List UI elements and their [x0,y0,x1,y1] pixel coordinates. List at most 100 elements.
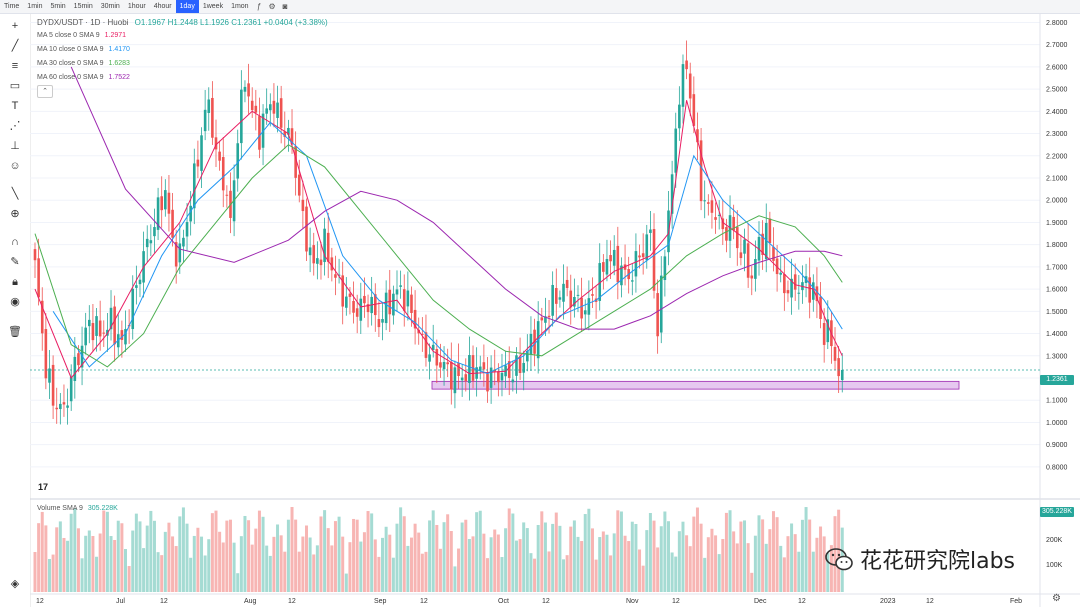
y-tick-label: 1.1000 [1046,398,1068,405]
candle-body [721,218,725,230]
tf-30min[interactable]: 30min [100,3,120,10]
candle-body [73,356,77,381]
y-tick-label: 1.6000 [1046,287,1068,294]
zoom-icon[interactable]: ⊕ [10,208,20,220]
text-icon[interactable]: T [11,100,19,112]
volume-bar [681,521,685,592]
ma10-line [52,121,843,375]
y-tick-label: 1.0000 [1046,420,1068,427]
horizontal-lines-icon[interactable]: ≡ [11,60,19,72]
screenshot-icon[interactable]: ◙ [282,2,288,11]
volume-bar [149,510,153,592]
y-tick-label: 2.7000 [1046,42,1068,49]
tf-time[interactable]: Time [4,3,20,10]
volume-bar [768,529,772,592]
volume-bar [84,535,88,592]
volume-bar [330,545,334,592]
volume-bar [641,565,645,592]
candle-body [334,274,337,278]
candle-body [124,328,127,345]
ma60-value: 1.7522 [108,74,130,81]
candle-body [692,94,696,126]
rectangle-icon[interactable]: ▭ [9,80,21,92]
volume-bar [529,553,533,592]
y-tick-label: 1.9000 [1046,220,1068,227]
volume-bar [496,534,500,592]
layers-icon[interactable]: ◈ [10,578,20,590]
candle-body [84,327,87,346]
volume-bar [323,510,327,592]
tf-1day[interactable]: 1day [175,0,199,13]
candle-body [359,298,363,321]
candle-body [500,372,504,381]
candle-body [696,129,699,143]
candle-body [301,199,305,212]
volume-bar [645,530,649,592]
volume-axis-label: 200K [1046,537,1063,544]
volume-bar [504,528,508,592]
tf-1min[interactable]: 1min [27,3,43,10]
magnet-icon[interactable]: ∩ [11,236,19,248]
candle-body [323,228,326,263]
x-tick-label: 2023 [880,598,896,605]
tf-15min[interactable]: 15min [73,3,93,10]
volume-bar [540,511,544,592]
eye-icon[interactable]: ◉ [10,296,20,308]
ruler-icon[interactable]: ╲ [11,188,19,200]
volume-bar [225,520,229,592]
settings-icon[interactable]: ⚙ [268,2,276,11]
trash-icon[interactable]: 🗑︎ [8,326,22,338]
tf-4hour[interactable]: 4hour [153,3,172,10]
y-tick-label: 2.5000 [1046,87,1068,94]
volume-bar [656,547,660,592]
volume-bar [837,509,841,592]
lock-icon[interactable]: 🔒︎ [12,276,18,288]
candle-body [768,218,772,244]
collapse-legend-button[interactable]: ⌃ [37,85,53,98]
volume-bar [460,522,464,592]
x-tick-label: 12 [36,598,44,605]
volume-bar [109,536,113,592]
candle-body [428,354,431,362]
tf-5min[interactable]: 5min [50,3,66,10]
measure-icon[interactable]: ⊥ [10,140,20,152]
candle-body [377,319,381,328]
volume-bar [612,533,616,592]
volume-bar [424,551,428,592]
price-chart[interactable]: 2.8000 2.7000 2.6000 2.5000 2.4000 2.3000 2.20… [30,14,1080,607]
volume-bar [254,528,258,592]
y-tick-label: 2.4000 [1046,109,1068,116]
candle-body [450,362,453,390]
volume-bar [779,545,783,592]
candle-body [77,353,80,366]
candle-body [40,300,44,334]
emoji-icon[interactable]: ☺ [9,160,21,172]
volume-bar [326,528,330,592]
candle-body [287,127,290,135]
tf-1week[interactable]: 1week [202,3,224,10]
pattern-icon[interactable]: ⋰ [9,120,21,132]
candle-body [554,288,558,304]
x-tick-label: 12 [542,598,550,605]
volume-bar [366,511,370,592]
candle-body [55,407,59,410]
candle-body [297,174,301,196]
volume-bar [362,532,366,592]
candle-body [688,73,692,99]
tf-1hour[interactable]: 1hour [127,3,146,10]
volume-bar [124,549,127,592]
crosshair-icon[interactable]: + [11,20,19,32]
volume-bar [381,537,385,592]
candle-body [518,357,522,374]
candle-body [182,237,185,247]
candle-body [573,297,576,307]
chart-settings-icon[interactable]: ⚙ [1052,593,1061,604]
tf-1mon[interactable]: 1mon [231,3,249,10]
lock-drawing-icon[interactable]: ✎ [10,256,20,268]
candle-body [135,285,138,288]
candle-body [620,265,623,286]
volume-bar [174,546,178,592]
last-price-tag: 1.2361 [1040,375,1074,385]
trendline-icon[interactable]: ╱ [11,40,19,52]
indicator-icon[interactable]: ƒ [256,2,262,11]
